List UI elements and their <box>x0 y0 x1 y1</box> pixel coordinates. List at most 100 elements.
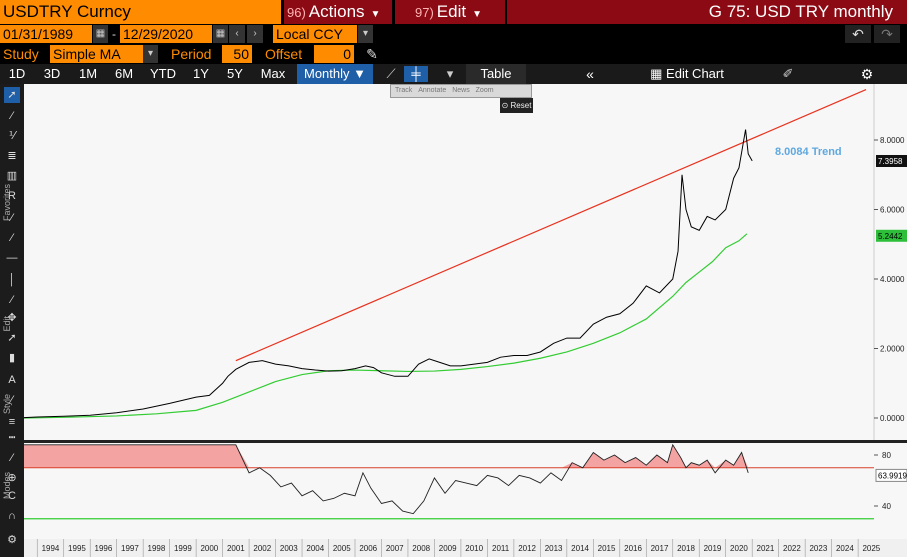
x-tick-label: 2005 <box>333 544 351 553</box>
trend-line <box>235 89 867 362</box>
undo-icon[interactable]: ↶ <box>845 25 871 43</box>
end-date-input[interactable]: 12/29/2020 <box>120 25 212 43</box>
chevron-down-icon[interactable]: ▾ <box>446 66 454 81</box>
channel-icon[interactable]: ▥ <box>6 170 18 182</box>
x-tick-label: 1996 <box>95 544 113 553</box>
trash-icon[interactable]: ▮ <box>8 352 16 364</box>
chevron-right-icon[interactable]: › <box>247 25 263 43</box>
x-tick-label: 1995 <box>68 544 86 553</box>
fib-icon[interactable]: ≣ <box>7 150 17 162</box>
x-tick-label: 2017 <box>651 544 669 553</box>
chevron-down-icon[interactable]: ▾ <box>143 45 158 63</box>
y-tick-label: 6.0000 <box>880 206 905 215</box>
track-option[interactable]: Track <box>395 87 413 94</box>
tab-5y[interactable]: 5Y <box>227 66 243 81</box>
vertical-line-icon[interactable]: │ <box>8 274 16 286</box>
x-axis: 1994 1995 1996 1997 1998 1999 2000 2001 2002 2003… <box>24 539 907 557</box>
chevron-left-icon[interactable]: ‹ <box>229 25 245 43</box>
edit-section-label: Edit <box>2 316 12 332</box>
tab-ytd[interactable]: YTD <box>150 66 176 81</box>
favorites-label: Favorites <box>2 184 12 222</box>
actions-menu-button[interactable]: 96) Actions ▼ <box>284 0 392 24</box>
offset-label: Offset <box>265 46 303 62</box>
calendar-icon[interactable]: ▦ <box>213 25 228 43</box>
tab-3d[interactable]: 3D <box>43 66 61 81</box>
ray-icon[interactable]: ⁄ <box>11 232 13 244</box>
y-tick-label: 8.0000 <box>880 136 905 145</box>
gear-icon[interactable]: ⚙ <box>860 66 874 82</box>
regression-icon[interactable]: R <box>8 190 16 202</box>
annotate-option[interactable]: Annotate <box>418 87 447 94</box>
style-label: Style <box>2 394 12 415</box>
rsi-overbought-area <box>24 444 749 468</box>
line-dash-icon[interactable]: ┅ <box>8 432 16 444</box>
x-tick-label: 2008 <box>412 544 430 553</box>
tab-6m[interactable]: 6M <box>114 66 134 81</box>
percent-icon[interactable]: ⅟ <box>8 130 16 142</box>
ticker-field[interactable]: USDTRY Curncy <box>0 0 281 24</box>
tab-1m[interactable]: 1M <box>78 66 98 81</box>
chart-svg[interactable]: 0.0000 2.0000 4.0000 6.0000 8.0000 8.0084 Tre… <box>23 84 907 557</box>
tab-1y[interactable]: 1Y <box>193 66 209 81</box>
line-width-icon[interactable]: ≡ <box>8 416 16 428</box>
y-tick-label: 2.0000 <box>880 345 905 354</box>
table-button[interactable]: Table <box>466 64 526 84</box>
x-tick-label: 1997 <box>121 544 139 553</box>
x-axis-bg <box>24 539 907 557</box>
edit-chart-button[interactable]: ▦ Edit Chart <box>632 64 742 84</box>
frequency-select[interactable]: Monthly ▼ <box>297 64 373 84</box>
zoom-option[interactable]: Zoom <box>475 87 494 94</box>
period-input[interactable]: 50 <box>222 45 252 63</box>
news-option[interactable]: News <box>452 87 470 94</box>
line-style-icon[interactable]: ⁄ <box>11 394 13 406</box>
x-tick-label: 2013 <box>545 544 563 553</box>
tab-max[interactable]: Max <box>260 66 286 81</box>
snap-icon[interactable]: C <box>8 490 16 502</box>
reset-button[interactable]: ⊙ Reset <box>500 98 533 113</box>
offset-input[interactable]: 0 <box>314 45 354 63</box>
actions-number: 96) <box>287 5 306 20</box>
price-line <box>23 129 753 419</box>
rsi-y-tick-label: 40 <box>882 502 891 511</box>
arrow-tool-icon[interactable]: ➚ <box>7 332 17 344</box>
chevron-down-icon[interactable]: ▾ <box>358 25 373 43</box>
edit-number: 97) <box>415 5 434 20</box>
draw-mode-icon[interactable]: ⁄ <box>11 452 13 464</box>
chart-icon: ▦ <box>650 66 663 81</box>
chart-area[interactable]: 0.0000 2.0000 4.0000 6.0000 8.0000 8.0084 Tre… <box>23 84 907 557</box>
brush-icon[interactable]: ⁄ <box>11 212 13 224</box>
caret-down-icon: ▼ <box>353 66 367 81</box>
bar-chart-icon[interactable]: ╪ <box>404 66 428 82</box>
calendar-icon[interactable]: ▦ <box>93 25 108 43</box>
horizontal-line-icon[interactable]: — <box>6 252 18 264</box>
start-date-input[interactable]: 01/31/1989 <box>0 25 92 43</box>
actions-label: Actions <box>308 2 365 21</box>
x-tick-label: 1994 <box>42 544 60 553</box>
magnet-icon[interactable]: ∩ <box>8 510 16 522</box>
study-select[interactable]: Simple MA <box>50 45 143 63</box>
line-chart-icon[interactable]: ⟋ <box>386 66 396 81</box>
rsi-last-badge <box>875 468 907 482</box>
pen-icon[interactable]: ✐ <box>782 66 794 81</box>
pencil-icon[interactable]: ✎ <box>362 45 382 63</box>
x-tick-label: 2007 <box>386 544 404 553</box>
pencil-icon[interactable]: ⁄ <box>11 294 13 306</box>
redo-icon[interactable]: ↷ <box>874 25 900 43</box>
x-tick-label: 1998 <box>148 544 166 553</box>
edit-menu-button[interactable]: 97) Edit ▼ <box>395 0 505 24</box>
text-style-icon[interactable]: A <box>8 374 16 386</box>
move-icon[interactable]: ✥ <box>7 312 17 324</box>
collapse-icon[interactable]: « <box>586 66 594 82</box>
period-label: Period <box>171 46 212 62</box>
currency-select[interactable]: Local CCY <box>273 25 357 43</box>
draw-line-icon[interactable]: ⁄ <box>11 110 13 122</box>
gear-icon[interactable]: ⚙ <box>7 534 17 546</box>
crosshair-icon[interactable]: ⊕ <box>7 472 17 484</box>
panel-divider <box>24 440 907 443</box>
x-tick-label: 2011 <box>492 544 510 553</box>
reset-icon: ⊙ <box>501 101 509 110</box>
reset-label: Reset <box>510 101 532 110</box>
tab-1d[interactable]: 1D <box>8 66 26 81</box>
cursor-icon[interactable]: ➚ <box>4 87 20 103</box>
price-panel: 0.0000 2.0000 4.0000 6.0000 8.0000 8.0084 Tre… <box>23 84 907 539</box>
